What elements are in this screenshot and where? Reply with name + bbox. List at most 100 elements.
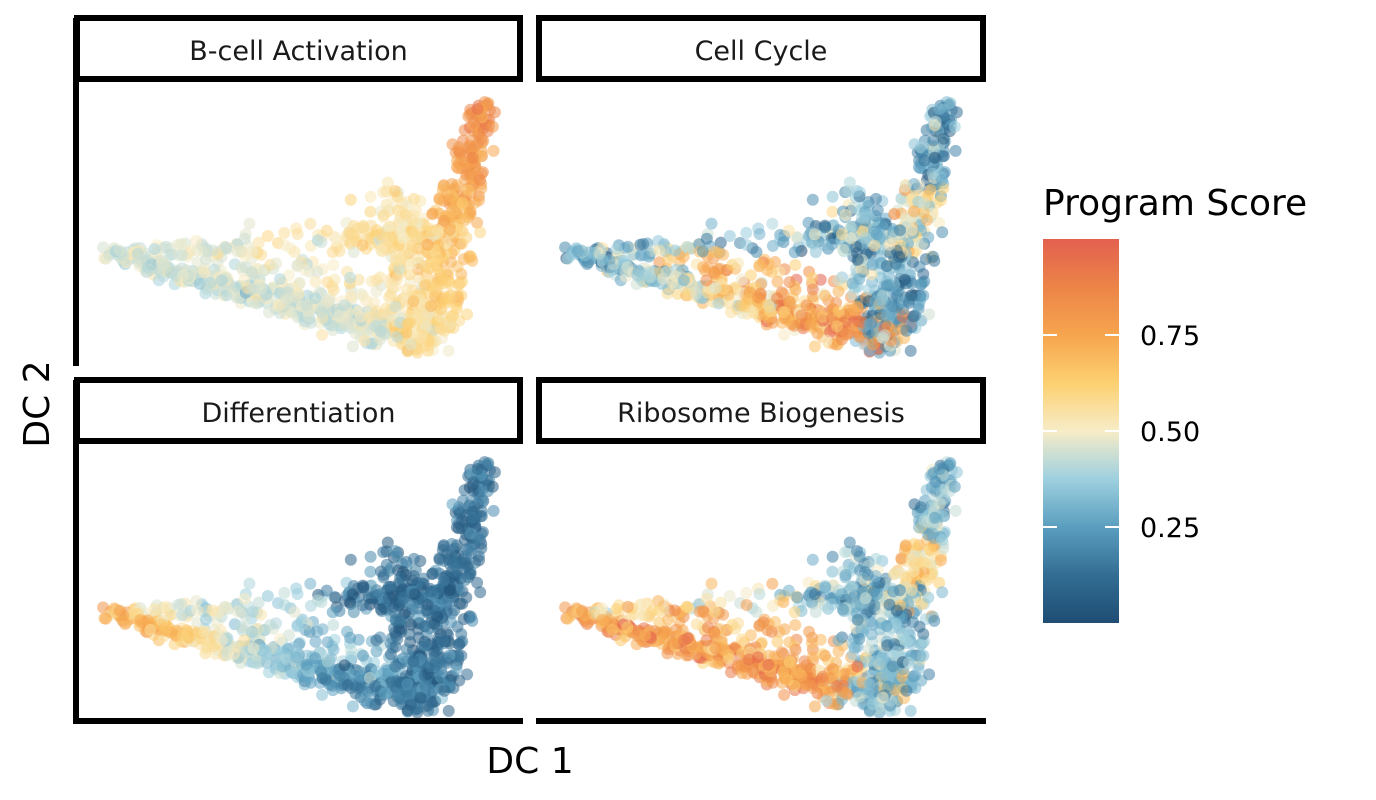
scatter-point	[652, 595, 665, 607]
scatter-point	[354, 670, 367, 683]
scatter-point	[418, 669, 431, 682]
scatter-point	[862, 283, 875, 296]
scatter-point	[855, 263, 868, 276]
scatter-point	[261, 230, 274, 242]
scatter-point	[915, 638, 928, 651]
scatter-point	[819, 221, 832, 234]
scatter-point	[261, 590, 274, 602]
scatter-point	[190, 595, 203, 607]
scatter-point	[621, 240, 634, 253]
scatter-point	[384, 580, 397, 593]
scatter-point	[364, 565, 377, 578]
scatter-point	[329, 591, 342, 604]
scatter-point	[234, 605, 247, 618]
scatter-point	[428, 617, 440, 630]
scatter-point	[482, 97, 495, 110]
scatter-point	[99, 252, 112, 265]
scatter-point	[406, 239, 419, 252]
scatter-point	[238, 274, 251, 287]
scatter-point	[668, 604, 681, 617]
scatter-point	[327, 259, 340, 271]
scatter-point	[219, 601, 232, 614]
scatter-point	[326, 606, 339, 619]
panel-b-cell-activation: B-cell Activation	[74, 15, 523, 359]
scatter-point	[921, 214, 933, 227]
scatter-point	[428, 645, 441, 658]
scatter-point	[404, 258, 417, 271]
scatter-point	[461, 668, 474, 681]
scatter-point	[639, 269, 652, 282]
scatter-point	[853, 632, 866, 645]
scatter-point	[844, 592, 857, 605]
scatter-point	[732, 617, 745, 630]
scatter-point	[206, 604, 219, 617]
scatter-point	[929, 115, 942, 128]
scatter-point	[928, 614, 941, 627]
scatter-point	[473, 554, 485, 567]
scatter-point	[639, 629, 652, 642]
scatter-point	[723, 590, 736, 602]
scatter-point	[309, 292, 322, 305]
scatter-point	[876, 691, 889, 704]
scatter-point	[278, 226, 291, 239]
scatter-point	[806, 193, 819, 206]
scatter-point	[778, 688, 791, 701]
scatter-point	[442, 704, 455, 717]
scatter-point	[289, 291, 302, 304]
scatter-point	[384, 220, 397, 233]
scatter-point	[333, 669, 346, 682]
scatter-point	[364, 550, 377, 563]
scatter-point	[832, 305, 845, 318]
scatter-point	[853, 690, 866, 703]
scatter-point	[450, 662, 463, 675]
points-group	[97, 456, 501, 719]
scatter-point	[922, 591, 935, 604]
scatter-point	[806, 553, 819, 566]
scatter-point	[369, 320, 382, 333]
scatter-point	[278, 586, 291, 599]
scatter-point	[419, 639, 432, 652]
scatter-point	[826, 190, 839, 203]
scatter-point	[304, 316, 317, 329]
strip-title: B-cell Activation	[189, 36, 407, 67]
scatter-point	[215, 634, 228, 647]
scatter-point	[246, 245, 259, 258]
scatter-point	[660, 266, 673, 279]
scatter-point	[811, 687, 824, 700]
scatter-point	[750, 246, 763, 258]
scatter-point	[816, 670, 829, 683]
scatter-point	[843, 536, 856, 549]
scatter-point	[482, 457, 495, 470]
scatter-point	[725, 306, 737, 319]
scatter-point	[370, 305, 383, 318]
scatter-point	[354, 310, 367, 323]
scatter-point	[204, 636, 217, 649]
scatter-point	[851, 253, 864, 266]
scatter-point	[782, 224, 795, 237]
scatter-point	[408, 228, 421, 241]
scatter-point	[732, 257, 745, 270]
scatter-point	[933, 463, 946, 475]
scatter-point	[461, 308, 474, 321]
scatter-point	[141, 254, 154, 267]
scatter-point	[937, 132, 950, 145]
scatter-point	[705, 577, 718, 590]
scatter-point	[404, 698, 417, 711]
scatter-point	[818, 599, 831, 612]
scatter-point	[928, 151, 941, 164]
scatter-point	[465, 134, 478, 147]
scatter-point	[474, 586, 487, 599]
scatter-point	[316, 328, 329, 341]
strip-box	[74, 377, 523, 444]
scatter-point	[705, 217, 718, 230]
colorbar-tick-label: 0.75	[1140, 321, 1200, 352]
scatter-point	[903, 656, 915, 669]
scatter-point	[826, 205, 839, 218]
scatter-point	[766, 217, 779, 230]
scatter-point	[661, 287, 674, 300]
scatter-point	[709, 642, 722, 655]
scatter-point	[456, 154, 469, 167]
scatter-point	[199, 647, 212, 660]
scatter-point	[851, 545, 863, 557]
scatter-point	[347, 606, 360, 619]
